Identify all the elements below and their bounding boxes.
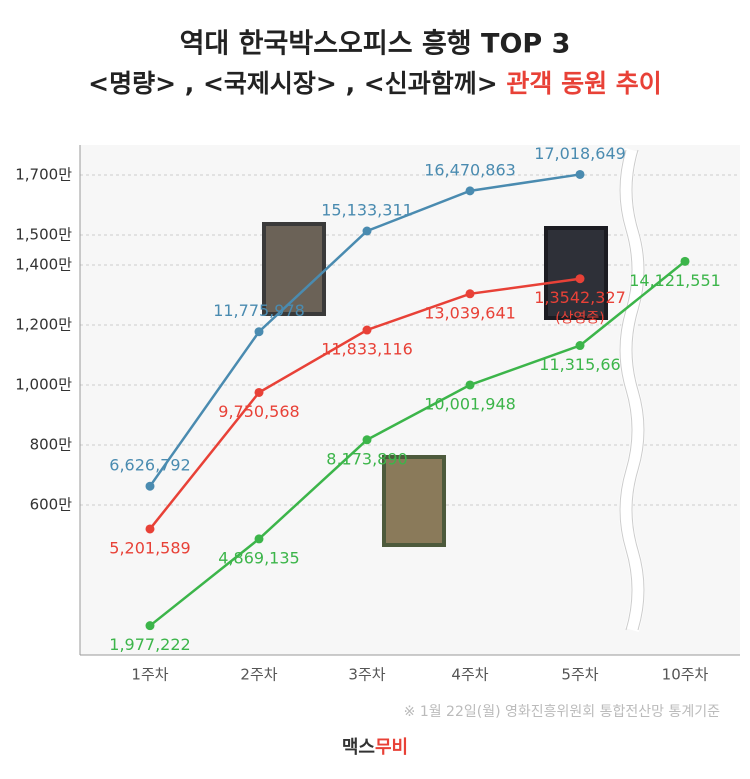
brand-part: 맥스 [342, 737, 375, 758]
data-label: 5,201,589 [109, 538, 190, 557]
point [575, 341, 585, 351]
poster [544, 226, 608, 320]
x-tick-label: 4주차 [451, 666, 488, 684]
data-label: 10,001,948 [424, 394, 516, 413]
point [465, 186, 475, 196]
brand: 맥스무비 [342, 737, 408, 758]
data-label: 6,626,792 [109, 456, 190, 475]
y-tick-label: 1,000만 [15, 376, 72, 394]
point [362, 435, 372, 445]
point [254, 387, 264, 397]
axis-break-edge [619, 149, 645, 631]
data-label: 11,833,116 [321, 340, 413, 359]
axis-break [619, 147, 645, 633]
data-label: 11,775,978 [213, 301, 305, 320]
data-label: 15,133,311 [321, 201, 413, 220]
point [145, 481, 155, 491]
y-tick-label: 800만 [30, 436, 73, 454]
point [362, 325, 372, 335]
x-tick-label: 3주차 [348, 666, 385, 684]
footnote: ※ 1월 22일(월) 영화진흥위원회 통합전산망 통계기준 [404, 704, 720, 720]
data-label: 1,3542,327 [534, 288, 626, 307]
line [149, 260, 686, 627]
point [145, 524, 155, 534]
point [465, 380, 475, 390]
point [680, 256, 690, 266]
data-label: 1,977,222 [109, 635, 190, 654]
point [362, 226, 372, 236]
y-tick-label: 1,200만 [15, 316, 72, 334]
y-tick-label: 1,700만 [15, 166, 72, 184]
chart-subtitle: <명량> , <국제시장> , <신과함께> 관객 동원 추이 [88, 69, 662, 98]
chart-title: 역대 한국박스오피스 흥행 TOP 3 [180, 29, 571, 60]
subtitle-highlight: 관객 동원 추이 [506, 69, 661, 98]
data-label: 8,173,890 [326, 449, 407, 468]
y-tick-label: 1,500만 [15, 226, 72, 244]
data-label: 13,039,641 [424, 303, 516, 322]
data-label: 14,121,551 [629, 271, 721, 290]
point [254, 327, 264, 337]
data-label: 11,315,66 [539, 355, 620, 374]
y-tick-label: 600만 [30, 496, 73, 514]
data-label: 9,750,568 [218, 402, 299, 421]
brand-part: 무비 [375, 737, 408, 758]
point [465, 289, 475, 299]
x-tick-label: 1주차 [131, 666, 168, 684]
point [575, 169, 585, 179]
point [575, 274, 585, 284]
data-label: 4,869,135 [218, 548, 299, 567]
point [145, 621, 155, 631]
y-tick-label: 1,400만 [15, 256, 72, 274]
x-tick-label: 5주차 [561, 666, 598, 684]
x-tick-label: 10주차 [662, 666, 709, 684]
x-tick-label: 2주차 [240, 666, 277, 684]
data-label: 16,470,863 [424, 160, 516, 179]
poster [262, 222, 326, 316]
data-label: 17,018,649 [534, 144, 626, 163]
poster [382, 455, 446, 547]
subtitle: <명량> , <국제시장> , <신과함께> [88, 69, 498, 98]
point [254, 534, 264, 544]
annotation: (상영중) [555, 311, 605, 327]
